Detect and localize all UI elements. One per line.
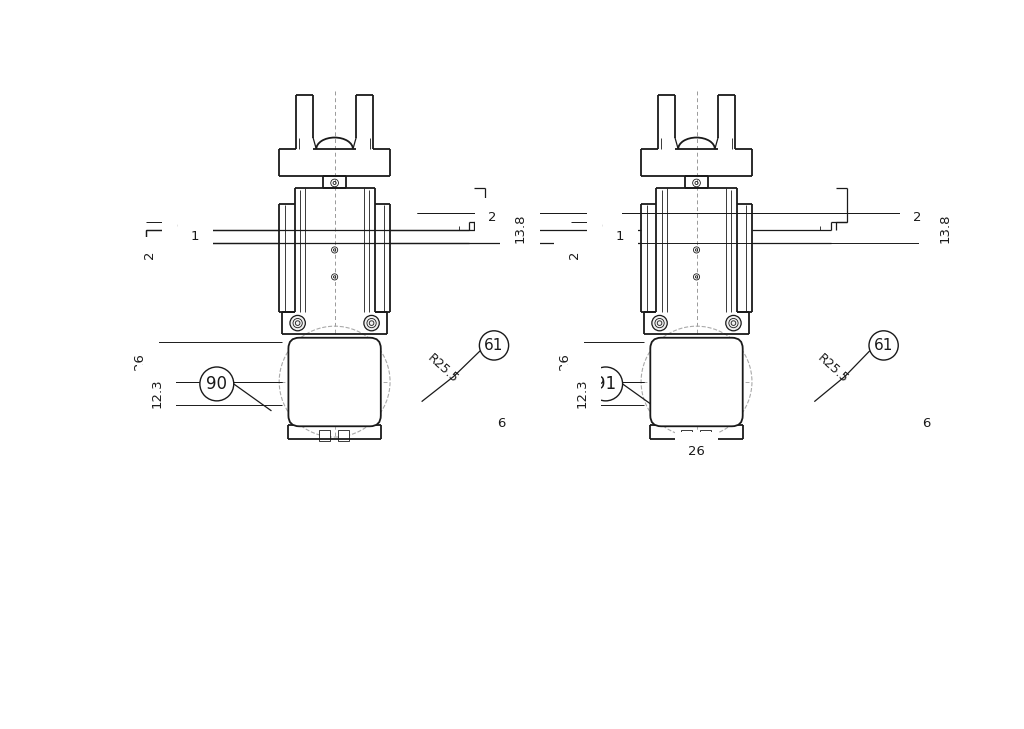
Text: R25.5: R25.5 [815, 351, 851, 386]
Text: 12.3: 12.3 [575, 378, 588, 408]
FancyBboxPatch shape [650, 338, 742, 426]
Text: 6: 6 [498, 418, 506, 430]
Text: 91: 91 [595, 375, 616, 393]
Text: 26: 26 [132, 353, 145, 370]
Circle shape [364, 316, 379, 331]
Circle shape [690, 357, 702, 370]
Bar [305, 374, 333, 402]
Circle shape [329, 406, 341, 418]
Circle shape [290, 316, 305, 331]
Text: 2: 2 [488, 211, 497, 224]
Bar [319, 430, 330, 441]
Circle shape [652, 316, 668, 331]
Text: 13.8: 13.8 [939, 214, 951, 243]
Bar [668, 374, 695, 402]
Text: 6: 6 [601, 219, 609, 233]
Text: 12.3: 12.3 [151, 378, 163, 408]
Circle shape [329, 357, 341, 370]
Bar [698, 374, 726, 402]
Circle shape [651, 381, 665, 394]
Text: R25.5: R25.5 [425, 351, 461, 386]
Circle shape [652, 362, 664, 373]
Bar [302, 373, 367, 403]
Text: 13.8: 13.8 [514, 214, 526, 243]
Circle shape [200, 367, 233, 401]
Text: 1: 1 [616, 230, 625, 243]
Bar [681, 430, 692, 441]
Text: 2: 2 [567, 250, 581, 259]
Bar [339, 430, 349, 441]
Circle shape [690, 406, 702, 418]
Circle shape [479, 331, 509, 360]
FancyBboxPatch shape [289, 338, 381, 426]
Circle shape [318, 348, 321, 351]
Circle shape [726, 316, 741, 331]
Circle shape [589, 367, 623, 401]
Bar [700, 430, 711, 441]
Text: 1: 1 [191, 230, 200, 243]
Text: 26: 26 [688, 445, 705, 459]
Text: 2: 2 [142, 250, 156, 259]
Circle shape [680, 348, 682, 351]
Circle shape [289, 381, 303, 394]
Text: 61: 61 [873, 338, 893, 353]
Circle shape [291, 362, 301, 373]
Text: 6: 6 [176, 219, 184, 233]
Text: 90: 90 [206, 375, 227, 393]
Text: 26: 26 [558, 353, 570, 370]
Bar [336, 374, 364, 402]
Text: 6: 6 [923, 418, 931, 430]
Bar [665, 373, 729, 403]
Text: 61: 61 [484, 338, 504, 353]
Text: 2: 2 [913, 211, 922, 224]
Circle shape [869, 331, 898, 360]
